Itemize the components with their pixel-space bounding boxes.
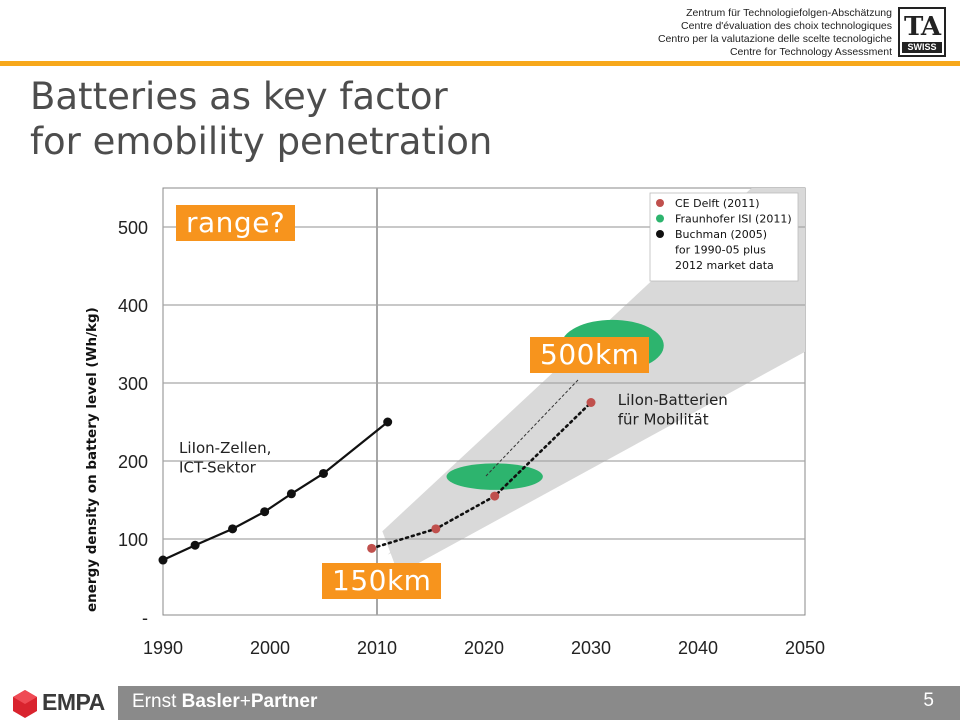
chart-annotation: ICT-Sektor <box>179 459 257 477</box>
chart-legend: CE Delft (2011) Fraunhofer ISI (2011) Buch… <box>650 193 798 281</box>
y-tick-label: 400 <box>118 296 148 316</box>
empa-logo-icon <box>10 688 40 722</box>
legend-marker <box>656 199 664 207</box>
buchman-point <box>191 541 200 550</box>
chart-annotation: LiIon-Zellen, <box>179 439 271 457</box>
500km-badge: 500km <box>530 337 649 373</box>
eb-plus: + <box>240 691 251 712</box>
x-tick-label: 2050 <box>785 638 825 658</box>
buchman-point <box>159 556 168 565</box>
y-tick-label: - <box>142 608 148 628</box>
energy-density-chart: - 100 200 300 400 500 1990 2000 2010 2020 2030 2040… <box>0 0 960 720</box>
ce-delft-point <box>367 544 376 553</box>
chart-annotation: für Mobilität <box>618 410 709 428</box>
legend-marker <box>656 230 664 238</box>
y-tick-label: 200 <box>118 452 148 472</box>
legend-label: Buchman (2005) <box>675 228 767 241</box>
buchman-point <box>319 469 328 478</box>
page-number: 5 <box>923 690 934 712</box>
ce-delft-point <box>490 492 499 501</box>
150km-badge: 150km <box>322 563 441 599</box>
legend-marker <box>656 215 664 223</box>
ernst-basler-partner-wordmark: Ernst Basler+Partner <box>132 691 317 713</box>
y-tick-label: 300 <box>118 374 148 394</box>
y-tick-label: 100 <box>118 530 148 550</box>
x-tick-label: 2020 <box>464 638 504 658</box>
chart-annotation: LiIon-Batterien <box>618 391 728 409</box>
eb-bold: Basler <box>182 691 240 712</box>
range-badge: range? <box>176 205 295 241</box>
x-tick-label: 2010 <box>357 638 397 658</box>
buchman-point <box>228 524 237 533</box>
legend-label: 2012 market data <box>675 259 774 272</box>
legend-label: CE Delft (2011) <box>675 197 760 210</box>
eb-light: Ernst <box>132 691 182 712</box>
legend-label: for 1990-05 plus <box>675 244 766 257</box>
y-axis-label: energy density on battery level (Wh/kg) <box>84 307 100 612</box>
buchman-point <box>383 418 392 427</box>
buchman-point <box>260 507 269 516</box>
legend-label: Fraunhofer ISI (2011) <box>675 213 792 226</box>
x-tick-label: 1990 <box>143 638 183 658</box>
eb-bold-2: Partner <box>251 691 318 712</box>
x-tick-label: 2040 <box>678 638 718 658</box>
x-tick-label: 2030 <box>571 638 611 658</box>
ce-delft-point <box>587 398 596 407</box>
buchman-point <box>287 489 296 498</box>
ce-delft-point <box>431 524 440 533</box>
empa-wordmark: EMPA <box>42 689 105 716</box>
y-tick-label: 500 <box>118 218 148 238</box>
x-tick-label: 2000 <box>250 638 290 658</box>
